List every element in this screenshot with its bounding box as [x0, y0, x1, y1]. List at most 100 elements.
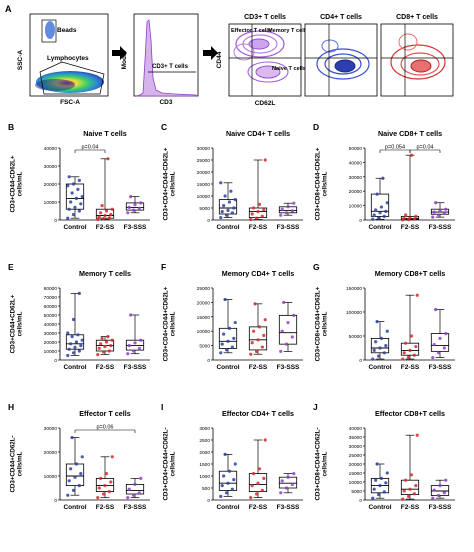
y-axis-label: CD3+CD4+CD44-CD62L+cells/mL [163, 147, 177, 220]
data-point [376, 216, 381, 220]
data-point [70, 191, 74, 195]
data-point [104, 340, 109, 344]
data-point [139, 338, 143, 342]
data-point [252, 329, 256, 333]
data-point [137, 206, 141, 210]
y-tick-label: 80000 [44, 286, 58, 292]
box-iqr [278, 476, 298, 489]
y-axis-label: CD3+CD4+CD44+CD62L+cells/mL [163, 286, 177, 361]
y-axis-label-line: cells/mL [170, 451, 177, 476]
data-point [219, 494, 223, 498]
box-control [65, 175, 85, 220]
box-f3-sss [430, 478, 450, 500]
box-chart-e: E Memory T cells CD3+CD44+CD62L+cells/mL 0 1… [8, 262, 150, 371]
data-point [77, 178, 81, 182]
y-tick-label: 1000 [199, 474, 210, 480]
y-tick-label: 40000 [44, 322, 58, 328]
flow-plot-scatter: Beads Lymphocytes SSC-A FSC-A [17, 13, 109, 106]
y-tick-label: 40000 [44, 146, 58, 152]
y-tick-label: 50000 [44, 313, 58, 319]
y-tick-label: 10000 [44, 349, 58, 355]
box-chart-c: C Naive CD4+ T cells CD3+CD4+CD44-CD62L+ce… [161, 122, 303, 231]
data-point [109, 213, 113, 217]
panel-letter: J [313, 402, 318, 412]
data-point [71, 182, 76, 186]
y-tick-label: 0 [359, 358, 362, 364]
x-tick-label: Control [216, 504, 239, 511]
data-point [371, 496, 375, 500]
data-point [412, 217, 416, 221]
data-point [375, 462, 379, 466]
data-point [376, 354, 381, 358]
data-point [67, 207, 71, 211]
y-tick-label: 2500 [199, 438, 210, 444]
x-tick-label: Control [368, 364, 391, 371]
y-axis-label-line: CD3+CD8+CD44+CD62L- [315, 427, 322, 500]
y-tick-label: 0 [359, 498, 362, 504]
data-point [223, 297, 227, 302]
y-tick-label: 20000 [197, 300, 211, 306]
y-tick-label: 20000 [44, 182, 58, 188]
data-point [227, 469, 232, 473]
data-point [253, 302, 257, 306]
data-point [226, 481, 230, 485]
data-point [404, 478, 408, 482]
data-point [372, 213, 376, 217]
p-value-label: p=0.04 [417, 145, 434, 151]
data-point [74, 462, 79, 466]
data-point [127, 487, 131, 491]
data-point [284, 211, 289, 215]
data-point [263, 438, 267, 442]
data-point [133, 341, 137, 345]
y-tick-label: 40000 [349, 160, 363, 166]
data-point [110, 338, 114, 342]
box-f3-sss [278, 472, 298, 495]
box-iqr [65, 334, 85, 350]
x-tick-label: Control [368, 504, 391, 511]
data-point [224, 213, 229, 217]
y-tick-label: 2000 [199, 450, 210, 456]
y-axis-label-line: cells/mL [322, 311, 329, 336]
box-f3-sss [430, 201, 450, 219]
data-point [131, 493, 136, 497]
data-point [408, 216, 412, 220]
x-tick-label: Control [63, 224, 86, 231]
data-point [96, 217, 100, 222]
data-point [438, 336, 442, 340]
data-point [376, 493, 381, 497]
y-tick-label: 0 [207, 498, 210, 504]
y-tick-label: 30000 [349, 444, 363, 450]
flow-plot-cd3-quadrant: CD3+ T cells Effector T cells Memory T c… [216, 14, 308, 107]
data-point [99, 476, 103, 480]
data-point [71, 317, 76, 322]
data-point [137, 346, 141, 350]
panel-letter: I [161, 402, 163, 412]
flow-xlabel-fsc: FSC-A [60, 99, 80, 106]
x-tick-label: F3-SSS [124, 224, 147, 231]
y-tick-label: 5000 [199, 344, 210, 350]
data-point [409, 334, 414, 338]
data-point [79, 472, 83, 476]
data-point [372, 487, 376, 491]
box-chart-i: I Effector CD4+ T cells CD3+CD4+CD44+CD62L… [161, 402, 303, 511]
data-point [434, 201, 438, 205]
data-point [129, 313, 133, 317]
data-point [103, 213, 107, 218]
data-point [256, 481, 260, 485]
box-chart-d: D Naive CD8+ T cells CD3+CD8+CD44-CD62L+ce… [313, 122, 455, 231]
data-point [280, 207, 284, 211]
data-point [226, 339, 230, 343]
flow-ylabel-modal: Modal [121, 50, 128, 69]
y-axis-label-line: CD3+CD44+CD62L- [10, 435, 17, 492]
x-tick-label: Control [216, 224, 239, 231]
gate-cd3-label: CD3+ T cells [152, 64, 189, 70]
y-axis-label-line: cells/mL [170, 171, 177, 196]
box-iqr [370, 193, 390, 217]
data-point [434, 308, 438, 312]
data-point [67, 347, 71, 351]
data-point [409, 473, 414, 477]
data-point [77, 291, 81, 295]
data-point [431, 215, 435, 219]
x-tick-label: F2-SS [249, 504, 268, 511]
data-point [106, 335, 110, 339]
